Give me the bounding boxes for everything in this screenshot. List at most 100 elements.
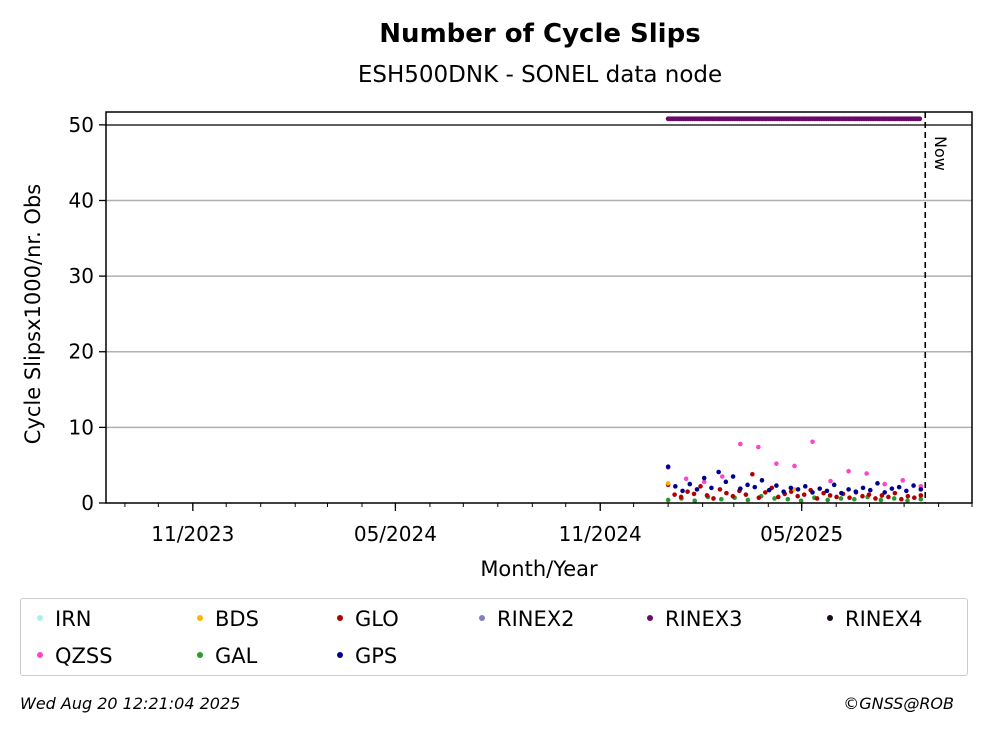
footer-timestamp: Wed Aug 20 12:21:04 2025 xyxy=(20,694,241,713)
legend-item-irn: IRN xyxy=(37,607,92,631)
qzss-point xyxy=(828,478,833,484)
gal-point xyxy=(719,496,724,502)
y-tick-label: 50 xyxy=(69,113,94,137)
gal-point xyxy=(785,496,791,502)
gps-point xyxy=(795,487,801,492)
chart-subtitle: ESH500DNK - SONEL data node xyxy=(358,62,722,88)
legend-marker xyxy=(827,615,833,621)
qzss-point xyxy=(810,439,815,445)
gps-point xyxy=(918,487,924,492)
gal-point xyxy=(878,497,884,503)
gps-point xyxy=(766,487,772,493)
gal-point xyxy=(838,496,844,501)
y-tick-label: 20 xyxy=(69,340,94,364)
legend-item-bds: BDS xyxy=(197,607,259,631)
x-tick-label: 05/2024 xyxy=(354,522,437,546)
qzss-point xyxy=(846,468,851,474)
qzss-point xyxy=(683,476,689,482)
rinex3-point xyxy=(917,116,923,122)
gps-point xyxy=(687,481,693,487)
glo-point xyxy=(750,471,755,477)
glo-point xyxy=(821,490,826,496)
y-tick-label: 10 xyxy=(69,415,94,439)
qzss-point xyxy=(719,474,725,479)
glo-point xyxy=(691,491,697,497)
gal-point xyxy=(772,496,777,501)
legend: IRN BDS GLO RINEX2 RINEX3 RINEX4 QZSS GAL GPS xyxy=(20,598,968,676)
glo-point xyxy=(834,494,839,500)
glo-point xyxy=(912,495,917,501)
gal-point xyxy=(891,496,897,501)
glo-point xyxy=(814,496,820,501)
glo-point xyxy=(717,487,723,492)
glo-point xyxy=(711,496,716,501)
gps-point xyxy=(839,490,844,496)
x-axis-label: Month/Year xyxy=(480,557,598,581)
legend-marker xyxy=(337,615,343,621)
data-points xyxy=(665,116,924,504)
gps-point xyxy=(846,487,851,492)
glo-point xyxy=(763,490,768,495)
glo-point xyxy=(873,496,878,501)
gal-point xyxy=(665,497,671,503)
legend-label: BDS xyxy=(215,607,259,631)
gal-point xyxy=(798,498,804,504)
gps-point xyxy=(759,478,765,483)
gps-point xyxy=(665,464,671,469)
gps-point xyxy=(745,482,750,488)
grid-lines xyxy=(106,199,972,429)
glo-point xyxy=(685,489,690,494)
legend-label: RINEX4 xyxy=(845,607,923,631)
qzss-point xyxy=(738,441,743,447)
legend-marker xyxy=(37,652,43,658)
gps-point xyxy=(709,485,714,491)
footer-credit: ©GNSS@ROB xyxy=(843,694,954,713)
gps-point xyxy=(752,484,758,490)
qzss-point xyxy=(882,481,888,487)
gal-point xyxy=(692,498,698,504)
glo-point xyxy=(704,493,710,498)
glo-point xyxy=(860,493,865,499)
legend-marker xyxy=(479,615,485,621)
now-label: Now xyxy=(931,136,950,171)
glo-point xyxy=(879,493,885,498)
legend-item-rinex2: RINEX2 xyxy=(479,607,575,631)
gps-point xyxy=(904,488,909,494)
gps-point xyxy=(723,479,729,485)
legend-label: IRN xyxy=(55,607,92,631)
chart-title: Number of Cycle Slips xyxy=(379,19,700,49)
gps-point xyxy=(781,489,786,494)
x-tick-label: 11/2023 xyxy=(151,522,234,546)
y-tick-label: 40 xyxy=(69,188,94,212)
gps-point xyxy=(730,474,736,479)
glo-point xyxy=(892,490,898,496)
y-tick-label: 0 xyxy=(81,491,94,515)
legend-marker xyxy=(37,615,43,621)
qzss-point xyxy=(900,478,906,483)
glo-point xyxy=(743,492,749,497)
legend-label: RINEX3 xyxy=(665,607,743,631)
legend-item-rinex3: RINEX3 xyxy=(647,607,743,631)
legend-item-glo: GLO xyxy=(337,607,399,631)
legend-label: GLO xyxy=(355,607,399,631)
glo-point xyxy=(827,493,833,498)
legend-item-rinex4: RINEX4 xyxy=(827,607,923,631)
gps-point xyxy=(817,486,823,491)
gps-point xyxy=(911,483,916,488)
legend-item-qzss: QZSS xyxy=(37,644,113,668)
qzss-point xyxy=(864,471,869,476)
gps-point xyxy=(673,484,678,489)
bds-point xyxy=(665,481,671,486)
gal-point xyxy=(905,498,910,504)
legend-marker xyxy=(197,652,203,658)
gps-point xyxy=(882,490,888,495)
qzss-point xyxy=(792,463,797,469)
gps-point xyxy=(875,481,880,486)
gal-point xyxy=(918,496,924,502)
glo-point xyxy=(724,490,729,496)
gps-point xyxy=(896,484,902,490)
gps-point xyxy=(738,486,743,491)
qzss-point xyxy=(774,461,779,466)
gps-point xyxy=(716,469,721,475)
glo-point xyxy=(756,495,762,501)
